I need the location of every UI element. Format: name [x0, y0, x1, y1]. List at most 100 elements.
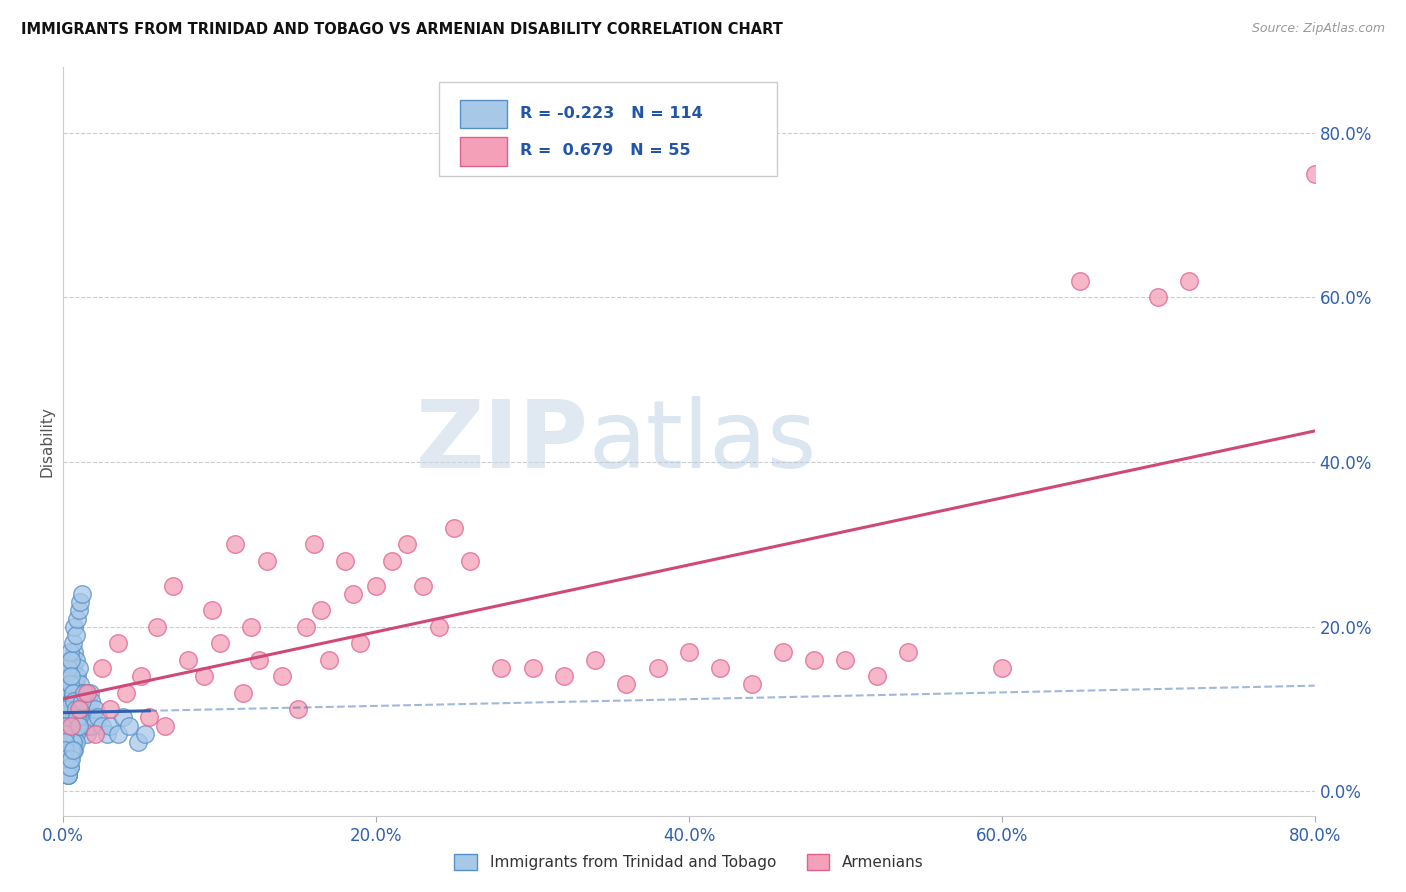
Point	[98, 718, 121, 732]
Point	[1069, 274, 1091, 288]
Text: Source: ZipAtlas.com: Source: ZipAtlas.com	[1251, 22, 1385, 36]
Point	[458, 554, 481, 568]
Point	[76, 686, 98, 700]
Point	[134, 727, 156, 741]
Point	[302, 537, 325, 551]
Legend: Immigrants from Trinidad and Tobago, Armenians: Immigrants from Trinidad and Tobago, Arm…	[449, 847, 929, 876]
Point	[63, 735, 86, 749]
Point	[342, 587, 364, 601]
Point	[66, 611, 89, 625]
Text: IMMIGRANTS FROM TRINIDAD AND TOBAGO VS ARMENIAN DISABILITY CORRELATION CHART: IMMIGRANTS FROM TRINIDAD AND TOBAGO VS A…	[21, 22, 783, 37]
Point	[67, 718, 90, 732]
Point	[63, 644, 86, 658]
Point	[65, 653, 87, 667]
Point	[56, 743, 79, 757]
Point	[65, 702, 87, 716]
Point	[70, 702, 93, 716]
Point	[131, 669, 153, 683]
Point	[115, 686, 138, 700]
Point	[553, 669, 575, 683]
Point	[583, 653, 606, 667]
Point	[69, 694, 91, 708]
Point	[1147, 290, 1170, 304]
Point	[58, 653, 80, 667]
Point	[381, 554, 404, 568]
Point	[62, 743, 84, 757]
FancyBboxPatch shape	[460, 137, 508, 166]
Point	[58, 760, 80, 774]
Point	[107, 636, 129, 650]
Point	[67, 710, 90, 724]
Point	[86, 710, 108, 724]
Point	[65, 727, 87, 741]
Point	[98, 702, 121, 716]
Point	[62, 661, 84, 675]
Point	[58, 669, 80, 683]
Point	[427, 620, 450, 634]
Point	[897, 644, 920, 658]
Point	[63, 743, 86, 757]
Point	[66, 694, 89, 708]
Point	[56, 686, 79, 700]
Text: ZIP: ZIP	[416, 395, 589, 488]
Point	[70, 694, 93, 708]
Point	[76, 686, 98, 700]
Point	[63, 694, 86, 708]
Point	[58, 743, 80, 757]
Point	[271, 669, 294, 683]
Point	[60, 735, 83, 749]
Point	[287, 702, 309, 716]
Point	[56, 760, 79, 774]
Point	[75, 718, 97, 732]
Point	[1303, 167, 1326, 181]
Point	[77, 694, 100, 708]
Point	[72, 694, 94, 708]
Point	[311, 603, 333, 617]
Point	[247, 653, 270, 667]
Point	[72, 710, 94, 724]
Point	[69, 702, 91, 716]
Point	[866, 669, 889, 683]
Point	[67, 686, 90, 700]
Point	[127, 735, 149, 749]
Point	[62, 636, 84, 650]
Point	[412, 579, 434, 593]
Point	[772, 644, 794, 658]
Point	[76, 710, 98, 724]
Point	[58, 751, 80, 765]
Point	[56, 768, 79, 782]
Point	[834, 653, 856, 667]
Point	[60, 669, 83, 683]
Point	[396, 537, 419, 551]
Point	[58, 644, 80, 658]
Point	[58, 760, 80, 774]
Point	[60, 727, 83, 741]
Point	[162, 579, 184, 593]
Point	[491, 661, 513, 675]
Point	[55, 718, 77, 732]
Point	[60, 694, 83, 708]
Point	[1178, 274, 1201, 288]
Point	[60, 718, 83, 732]
Point	[65, 718, 87, 732]
Point	[56, 760, 79, 774]
Point	[107, 727, 129, 741]
Y-axis label: Disability: Disability	[39, 406, 55, 477]
Point	[201, 603, 224, 617]
Point	[803, 653, 825, 667]
Point	[80, 694, 103, 708]
Point	[58, 751, 80, 765]
Point	[96, 727, 118, 741]
Point	[991, 661, 1014, 675]
Point	[77, 718, 100, 732]
Point	[616, 677, 638, 691]
Point	[60, 653, 83, 667]
Text: atlas: atlas	[589, 395, 817, 488]
Point	[69, 595, 91, 609]
Point	[177, 653, 200, 667]
Point	[69, 677, 91, 691]
Point	[318, 653, 340, 667]
Text: R = -0.223   N = 114: R = -0.223 N = 114	[520, 106, 703, 120]
Point	[63, 710, 86, 724]
Point	[678, 644, 700, 658]
